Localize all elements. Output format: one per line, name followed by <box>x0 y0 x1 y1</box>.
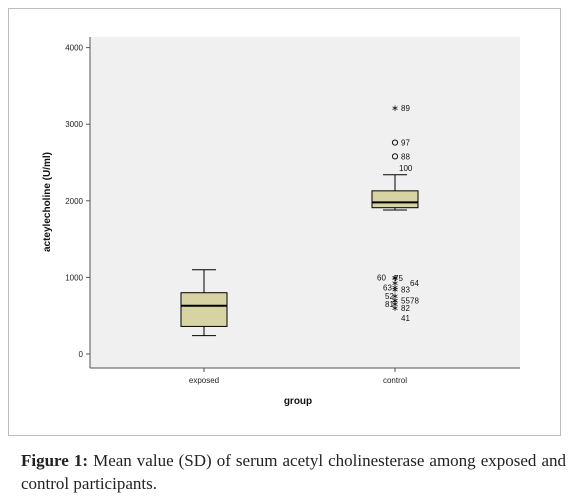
x-axis-label: group <box>284 396 312 407</box>
y-tick-label: 2000 <box>65 197 83 206</box>
x-tick-label: control <box>383 376 407 385</box>
y-tick-label: 3000 <box>65 120 83 129</box>
outlier-marker-star: ∗ <box>391 278 399 288</box>
plot-area <box>90 37 520 368</box>
outlier-label: 82 <box>401 304 410 313</box>
outlier-label: 89 <box>401 104 410 113</box>
outlier-marker-star: ∗ <box>391 273 399 283</box>
outlier-label: 88 <box>401 152 410 161</box>
outlier-label: 97 <box>401 139 410 148</box>
box-iqr <box>180 292 228 327</box>
outlier-label: 52 <box>385 292 394 301</box>
x-ticks: exposed control <box>189 368 407 385</box>
caption-text: Mean value (SD) of serum acetyl cholines… <box>21 451 566 493</box>
figure-caption: Figure 1: Mean value (SD) of serum acety… <box>21 449 566 495</box>
outlier-marker-star: ∗ <box>391 303 399 313</box>
outlier-marker-circle <box>391 153 399 160</box>
y-tick-label: 4000 <box>65 44 83 53</box>
outlier-marker-star: ∗ <box>391 103 399 113</box>
outlier-label: 75 <box>394 274 403 283</box>
outlier-label: 100 <box>399 164 413 173</box>
y-axis-label: acteylecholine (U/ml) <box>42 152 53 252</box>
boxes <box>180 174 419 337</box>
outlier-label: 55 <box>401 296 410 305</box>
outlier-label: 81 <box>385 300 394 309</box>
x-tick-label: exposed <box>189 376 219 385</box>
y-ticks: 0 1000 2000 3000 4000 <box>65 44 90 359</box>
outlier-label: 64 <box>410 279 419 288</box>
outlier-marker-star: ∗ <box>391 291 399 301</box>
outlier-label: 60 <box>377 273 386 282</box>
outlier-label: 83 <box>401 286 410 295</box>
outlier-marker-star: ∗ <box>391 295 399 305</box>
outlier-marker-star: ∗ <box>391 282 399 292</box>
y-tick-label: 0 <box>79 350 84 359</box>
outlier-label: 63 <box>383 283 392 292</box>
outlier-marker-circle <box>391 139 399 146</box>
outlier-marker-star: ∗ <box>391 272 399 282</box>
outlier-marker-star: ∗ <box>391 295 399 305</box>
outlier-label: 78 <box>410 296 419 305</box>
outlier-marker-star: ∗ <box>391 299 399 309</box>
box-exposed <box>180 269 228 337</box>
outlier-label: 41 <box>401 314 410 323</box>
box-iqr <box>371 190 419 209</box>
y-tick-label: 1000 <box>65 273 83 282</box>
caption-label: Figure 1: <box>21 451 89 470</box>
outlier-marker-star: ∗ <box>391 285 399 295</box>
box-control <box>371 174 419 211</box>
